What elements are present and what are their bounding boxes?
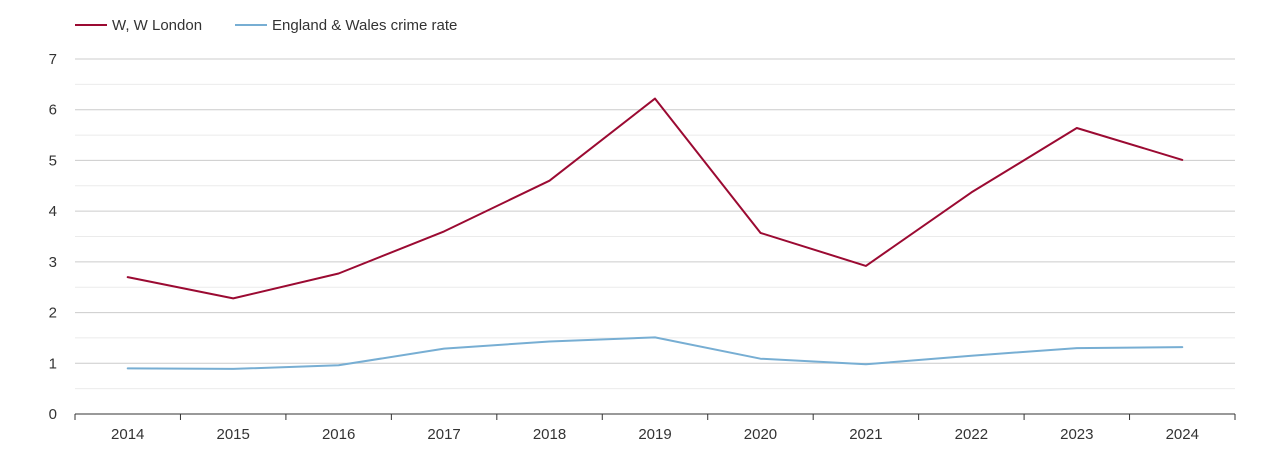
x-tick-label: 2020 xyxy=(744,426,777,443)
x-tick-label: 2019 xyxy=(638,426,671,443)
x-axis-tick-labels: 2014 2015 2016 2017 2018 2019 2020 2021 2022 2023… xyxy=(74,414,1236,443)
x-tick-label: 2023 xyxy=(1060,426,1093,443)
y-tick-label: 6 xyxy=(49,102,57,119)
series-line-1 xyxy=(126,97,1184,300)
y-tick-label: 7 xyxy=(49,51,57,68)
series-line-2 xyxy=(126,336,1184,370)
x-tick-label: 2014 xyxy=(111,426,144,443)
series-layer xyxy=(126,97,1184,370)
legend-label: England & Wales crime rate xyxy=(272,17,457,34)
y-tick-label: 3 xyxy=(49,254,57,271)
x-tick-label: 2021 xyxy=(849,426,882,443)
y-tick-label: 0 xyxy=(49,406,57,423)
y-tick-label: 5 xyxy=(49,152,57,169)
y-tick-label: 4 xyxy=(49,203,57,220)
y-tick-label: 1 xyxy=(49,355,57,372)
gridlines xyxy=(75,58,1235,390)
x-tick-label: 2018 xyxy=(533,426,566,443)
legend: W, W London England & Wales crime rate xyxy=(75,17,457,34)
x-tick-label: 2015 xyxy=(216,426,249,443)
x-tick-label: 2017 xyxy=(427,426,460,443)
y-axis-tick-labels: 0 1 2 3 4 5 6 7 xyxy=(49,51,57,423)
x-tick-label: 2022 xyxy=(955,426,988,443)
y-tick-label: 2 xyxy=(49,305,57,322)
x-tick-label: 2016 xyxy=(322,426,355,443)
x-tick-label: 2024 xyxy=(1166,426,1199,443)
legend-label: W, W London xyxy=(112,17,202,34)
